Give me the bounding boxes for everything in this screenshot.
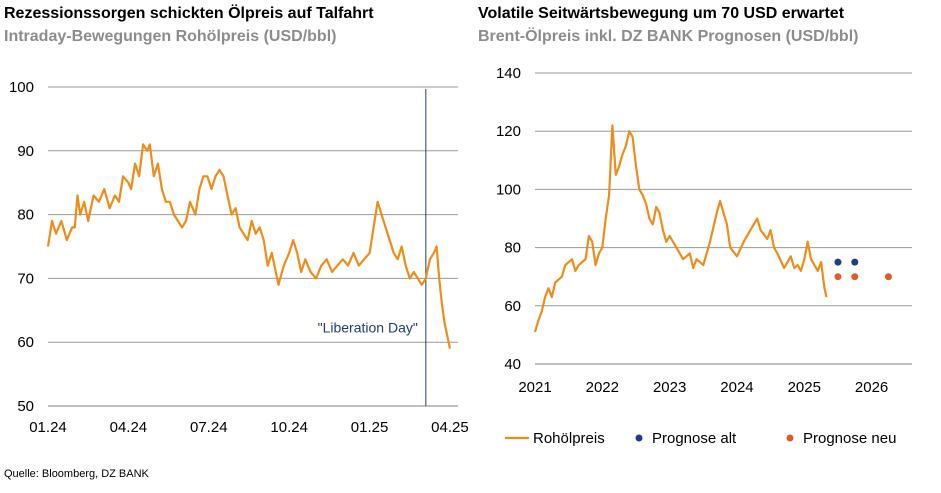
legend-label: Prognose alt [652, 430, 737, 447]
x-tick-label: 04.25 [431, 419, 469, 436]
x-tick-label: 2025 [788, 379, 821, 396]
y-tick-label: 100 [9, 79, 34, 96]
y-tick-label: 40 [504, 356, 521, 373]
y-tick-label: 140 [496, 65, 521, 82]
x-tick-label: 10.24 [270, 419, 308, 436]
x-tick-label: 2023 [653, 379, 686, 396]
source-note: Quelle: Bloomberg, DZ BANK [4, 468, 149, 480]
y-tick-label: 90 [17, 143, 34, 160]
liberation-day-annotation: "Liberation Day" [318, 320, 418, 336]
y-tick-label: 60 [17, 334, 34, 351]
right-chart-subtitle: Brent-Ölpreis inkl. DZ BANK Prognosen (U… [478, 28, 859, 45]
x-tick-label: 01.24 [29, 419, 67, 436]
oil-price-line [533, 124, 828, 333]
right-chart: 40 60 80 100 120 140 2021 2022 2023 2024 2025 2026 R… [496, 65, 912, 447]
x-tick-label: 2026 [855, 379, 888, 396]
y-tick-label: 50 [17, 398, 34, 415]
legend-marker [786, 434, 794, 442]
y-tick-label: 120 [496, 123, 521, 140]
forecast-point [851, 273, 859, 281]
oil-price-line [46, 143, 452, 349]
x-tick-label: 07.24 [190, 419, 228, 436]
y-tick-label: 80 [17, 207, 34, 224]
x-tick-label: 2021 [518, 379, 551, 396]
right-chart-title: Volatile Seitwärtsbewegung um 70 USD erw… [478, 5, 845, 22]
forecast-point [834, 273, 842, 281]
x-tick-label: 2022 [586, 379, 619, 396]
legend-label: Prognose neu [803, 430, 896, 447]
x-tick-label: 01.25 [351, 419, 389, 436]
left-chart: 50 60 70 80 90 100 01.24 04.24 07.24 10.24 01.25 04… [9, 79, 469, 436]
forecast-point [851, 258, 859, 266]
legend-marker [635, 434, 643, 442]
left-chart-title: Rezessionssorgen schickten Ölpreis auf T… [4, 5, 374, 22]
left-chart-subtitle: Intraday-Bewegungen Rohölpreis (USD/bbl) [4, 28, 337, 45]
y-tick-label: 70 [17, 270, 34, 287]
x-tick-label: 2024 [720, 379, 753, 396]
y-tick-label: 60 [504, 298, 521, 315]
forecast-point [834, 258, 842, 266]
y-tick-label: 80 [504, 240, 521, 257]
y-tick-label: 100 [496, 181, 521, 198]
x-tick-label: 04.24 [110, 419, 148, 436]
forecast-point [884, 273, 892, 281]
legend-label: Rohölpreis [533, 430, 605, 447]
